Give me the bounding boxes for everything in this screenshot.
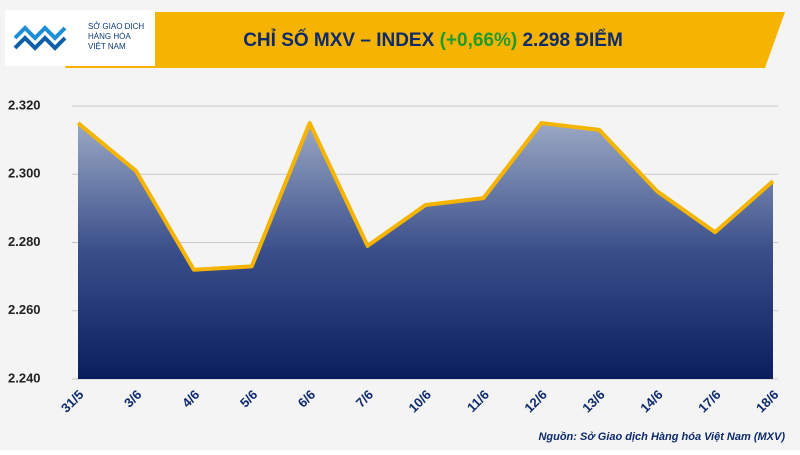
title-text: CHỈ SỐ MXV – INDEX <box>243 29 434 51</box>
y-tick-label: 2.260 <box>8 302 41 317</box>
title-value: 2.298 ĐIỂM <box>522 29 622 51</box>
logo-icon <box>13 25 67 51</box>
area <box>78 123 773 379</box>
line <box>76 121 775 272</box>
logo-text: HÀNG HÓA <box>88 32 131 41</box>
y-tick-label: 2.300 <box>8 166 41 181</box>
y-tick-label: 2.240 <box>8 370 41 385</box>
title-change: (+0,66%) <box>440 30 518 51</box>
logo-text: SỞ GIAO DỊCH <box>88 22 144 31</box>
logo-text: VIỆT NAM <box>88 42 126 51</box>
header-bar <box>65 12 785 68</box>
y-tick-label: 2.320 <box>8 97 41 112</box>
chart-title: CHỈ SỐ MXV – INDEX (+0,66%) 2.298 ĐIỂM <box>243 29 623 51</box>
logo-box <box>5 10 155 66</box>
source-note: Nguồn: Sở Giao dịch Hàng hóa Việt Nam (M… <box>538 431 785 443</box>
y-tick-label: 2.280 <box>8 234 41 249</box>
